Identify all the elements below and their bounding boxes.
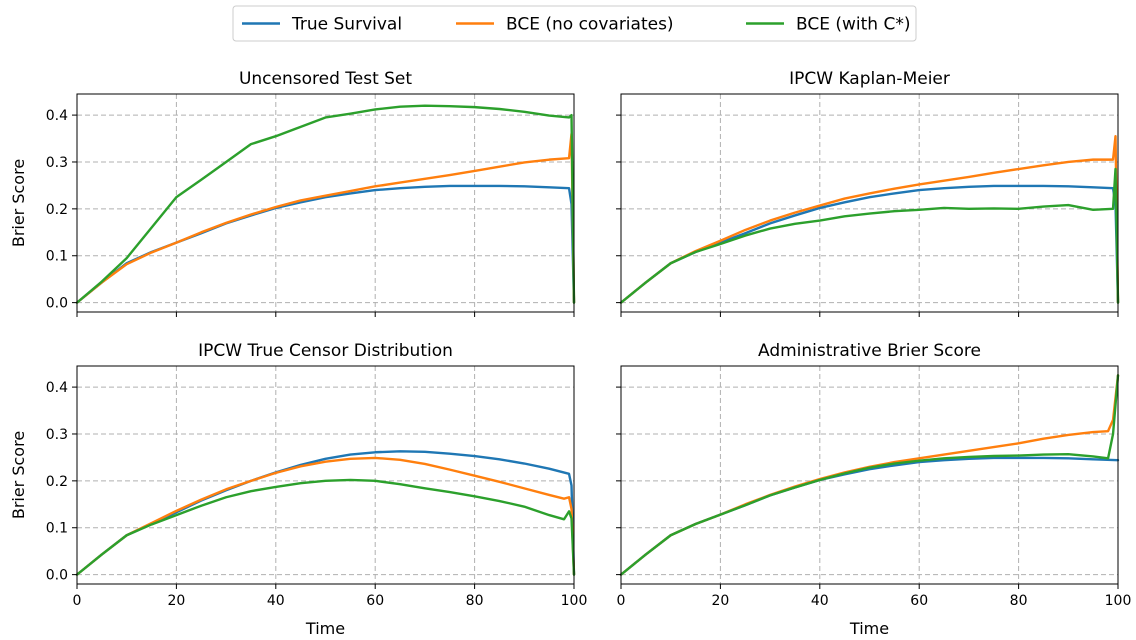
series-line-1 bbox=[75, 456, 576, 576]
y-tick-label-3: 0.3 bbox=[46, 155, 68, 171]
series-line-0 bbox=[619, 184, 1120, 304]
series-line-2 bbox=[75, 104, 576, 304]
panel-1: IPCW Kaplan-Meier bbox=[616, 69, 1120, 317]
panel-2: 0 20 40 60 80 100 0.0 0.1 0.2 0.3 0.4 IPCW True Cen… bbox=[9, 341, 587, 638]
x-tick-label-2: 40 bbox=[811, 593, 829, 609]
series-line-0 bbox=[619, 456, 1120, 576]
legend-label-0: True Survival bbox=[291, 15, 402, 35]
y-tick-label-0: 0.0 bbox=[46, 568, 68, 584]
legend-label-1: BCE (no covariates) bbox=[506, 15, 674, 35]
x-tick-label-4: 80 bbox=[1010, 593, 1028, 609]
x-tick-label-3: 60 bbox=[366, 593, 384, 609]
x-tick-label-1: 20 bbox=[711, 593, 729, 609]
y-axis-label: Brier Score bbox=[9, 159, 28, 247]
legend: True Survival BCE (no covariates) BCE (wit… bbox=[232, 5, 917, 42]
panel-3: 0 20 40 60 80 100 Administrative Brier Score Ti… bbox=[616, 341, 1131, 638]
y-tick-label-2: 0.2 bbox=[46, 202, 68, 218]
x-axis-label: Time bbox=[305, 619, 345, 638]
legend-frame bbox=[232, 5, 917, 42]
x-tick-label-0: 0 bbox=[617, 593, 626, 609]
y-tick-label-1: 0.1 bbox=[46, 249, 68, 265]
panel-title: Administrative Brier Score bbox=[758, 341, 981, 361]
x-tick-label-0: 0 bbox=[73, 593, 82, 609]
series-line-1 bbox=[75, 132, 576, 304]
panel-0: 0.0 0.1 0.2 0.3 0.4 Uncensored Test Set Brier … bbox=[9, 69, 576, 317]
series-line-2 bbox=[75, 478, 576, 576]
series-line-0 bbox=[75, 450, 576, 576]
series-line-1 bbox=[619, 374, 1120, 576]
panels-container: 0.0 0.1 0.2 0.3 0.4 Uncensored Test Set Brier … bbox=[9, 69, 1131, 638]
series-line-1 bbox=[619, 134, 1120, 304]
x-tick-label-2: 40 bbox=[267, 593, 285, 609]
x-tick-label-5: 100 bbox=[561, 593, 588, 609]
series-line-0 bbox=[75, 184, 576, 304]
legend-label-2: BCE (with C*) bbox=[796, 15, 910, 35]
y-tick-label-4: 0.4 bbox=[46, 108, 68, 124]
panel-title: IPCW Kaplan-Meier bbox=[789, 69, 950, 89]
axes-frame bbox=[76, 365, 575, 585]
axes-frame bbox=[620, 93, 1119, 313]
y-tick-label-3: 0.3 bbox=[46, 427, 68, 443]
series-line-2 bbox=[619, 167, 1120, 304]
x-axis-label: Time bbox=[849, 619, 889, 638]
y-axis-label: Brier Score bbox=[9, 431, 28, 519]
y-tick-label-0: 0.0 bbox=[46, 296, 68, 312]
y-tick-label-2: 0.2 bbox=[46, 474, 68, 490]
x-tick-label-3: 60 bbox=[910, 593, 928, 609]
x-tick-label-4: 80 bbox=[466, 593, 484, 609]
y-tick-label-4: 0.4 bbox=[46, 380, 68, 396]
x-tick-label-5: 100 bbox=[1105, 593, 1132, 609]
axes-frame bbox=[620, 365, 1119, 585]
y-tick-label-1: 0.1 bbox=[46, 521, 68, 537]
panel-title: Uncensored Test Set bbox=[239, 69, 412, 89]
x-tick-label-1: 20 bbox=[167, 593, 185, 609]
panel-title: IPCW True Censor Distribution bbox=[198, 341, 453, 361]
series-line-2 bbox=[619, 374, 1120, 576]
axes-frame bbox=[76, 93, 575, 313]
